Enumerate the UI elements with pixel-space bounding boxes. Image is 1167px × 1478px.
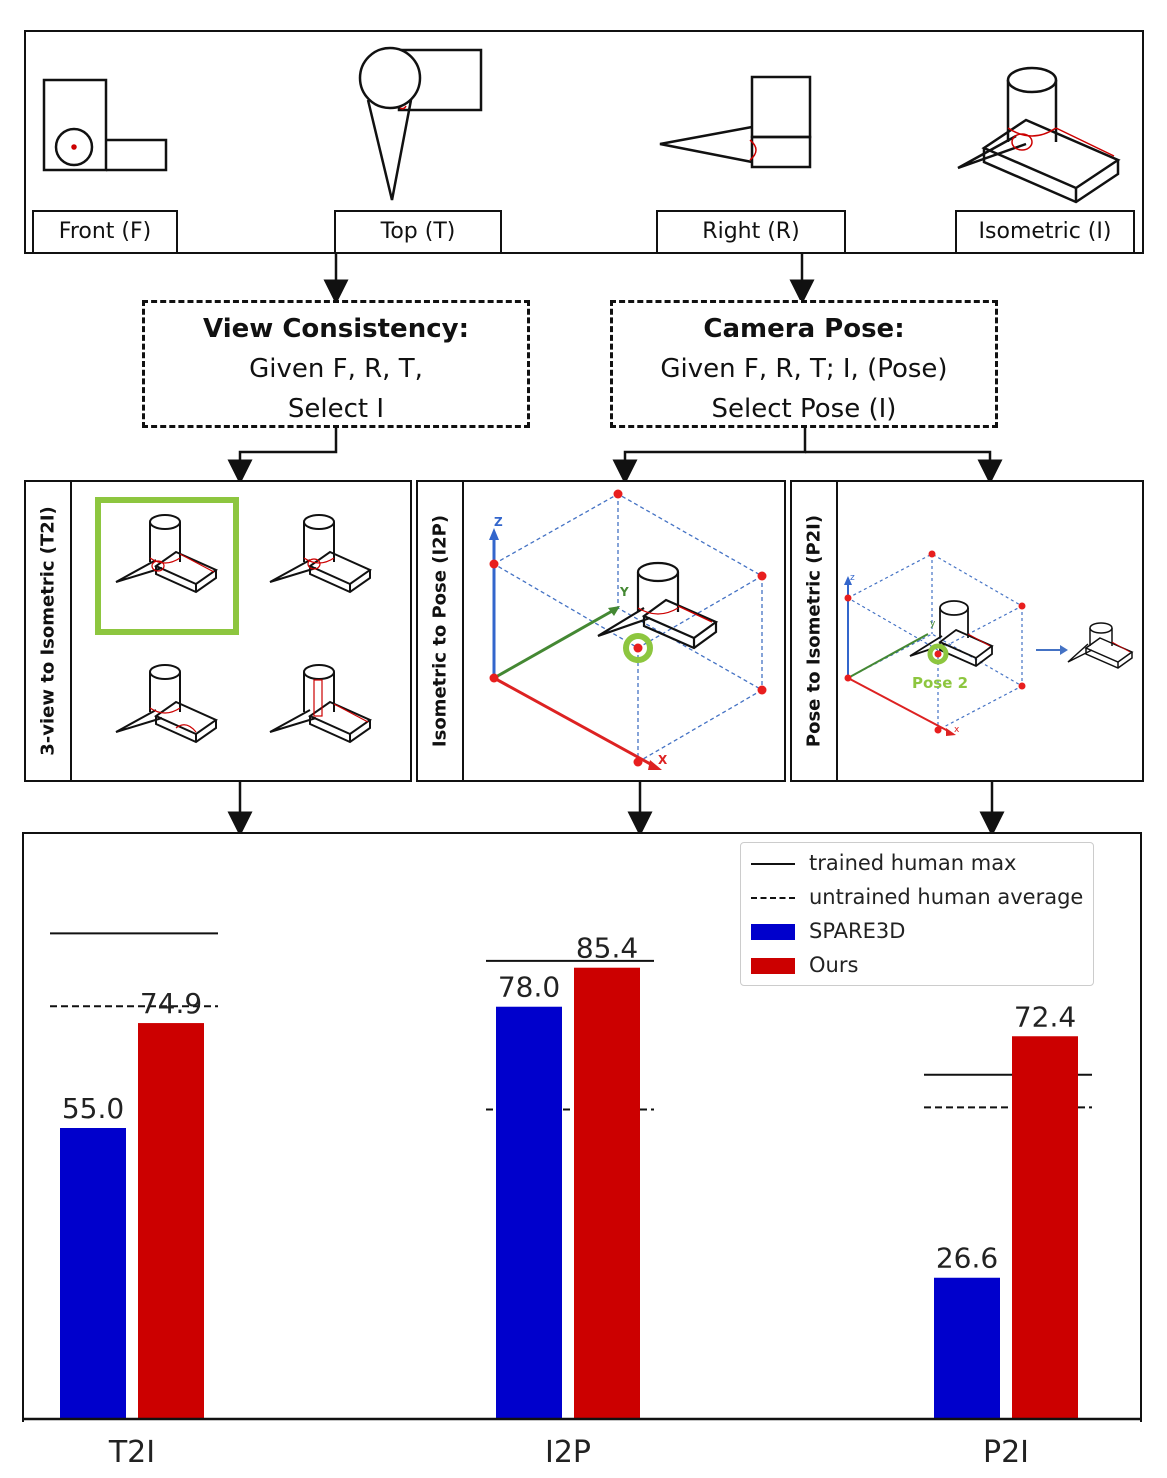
top-view-label: Top (T) [334, 210, 502, 252]
right-view-drawing [659, 75, 812, 169]
t2i-option-2 [269, 514, 373, 594]
camera-pose-line1: Given F, R, T; I, (Pose) [660, 354, 948, 384]
t2i-option-1 [115, 514, 219, 594]
arrow-to-p2i [805, 450, 1003, 485]
view-consistency-line1: Given F, R, T, [249, 354, 423, 384]
i2p-object [597, 561, 719, 650]
chart-legend: trained human max untrained human averag… [740, 842, 1094, 986]
i2p-panel: Isometric to Pose (I2P) Z Y X [416, 480, 786, 782]
i2p-z-label: Z [494, 515, 503, 529]
legend-label-untrained-avg: untrained human average [809, 885, 1084, 909]
legend-item-ours: Ours [751, 949, 858, 981]
p2i-x-label: x [954, 725, 960, 735]
p2i-cube-edges [847, 553, 1024, 731]
t2i-side-label: 3-view to Isometric (T2I) [26, 482, 72, 780]
legend-dashed-swatch [751, 897, 795, 899]
p2i-side-label: Pose to Isometric (P2I) [792, 482, 838, 780]
p2i-y-axis [847, 633, 929, 679]
legend-label-ours: Ours [809, 953, 859, 977]
t2i-candidates [95, 497, 373, 744]
legend-spare3d-swatch [751, 924, 795, 940]
t2i-option-4 [269, 664, 373, 744]
i2p-x-axis [493, 676, 655, 768]
legend-label-spare3d: SPARE3D [809, 919, 906, 943]
p2i-selected-pose-ring [927, 643, 949, 665]
p2i-z-label: z [850, 573, 855, 583]
i2p-selected-pose-ring [623, 633, 653, 663]
t2i-selected-highlight [95, 497, 239, 635]
x-tick-label-i2p: I2P [545, 1435, 591, 1470]
view-consistency-title: View Consistency: [203, 314, 469, 344]
view-consistency-box: View Consistency: Given F, R, T, Select … [142, 300, 530, 428]
view-consistency-line2: Select I [287, 394, 385, 424]
p2i-x-axis [847, 677, 951, 733]
x-tick-label-t2i: T2I [108, 1435, 155, 1470]
views-panel [24, 30, 1144, 254]
x-tick-label-p2i: P2I [983, 1435, 1029, 1470]
camera-pose-box: Camera Pose: Given F, R, T; I, (Pose) Se… [610, 300, 998, 428]
i2p-y-axis [493, 608, 615, 680]
i2p-x-label: X [658, 753, 668, 767]
t2i-option-3 [115, 664, 219, 744]
t2i-panel: 3-view to Isometric (T2I) [24, 480, 412, 782]
camera-pose-line2: Select Pose (I) [711, 394, 897, 424]
i2p-y-label: Y [619, 585, 629, 599]
legend-item-untrained-avg: untrained human average [751, 881, 1083, 913]
legend-solid-swatch [751, 863, 795, 865]
i2p-cube-edges [493, 493, 764, 763]
arrow-to-i2p [612, 428, 807, 485]
legend-label-trained-max: trained human max [809, 851, 1017, 875]
p2i-pose-points [844, 550, 1026, 734]
legend-ours-swatch [751, 958, 795, 974]
p2i-y-label: y [930, 619, 936, 629]
isometric-view-label: Isometric (I) [955, 210, 1135, 252]
i2p-side-label: Isometric to Pose (I2P) [418, 482, 464, 780]
p2i-pose-diagram: z y x Pose 2 [844, 550, 1134, 736]
p2i-object [909, 600, 994, 668]
i2p-pose-diagram: Z Y X [489, 489, 767, 770]
views-drawings [42, 46, 1121, 204]
p2i-pose-label: Pose 2 [912, 674, 968, 692]
top-view-drawing [358, 46, 483, 201]
i2p-pose-points [489, 489, 767, 767]
right-view-label: Right (R) [656, 210, 846, 252]
isometric-view-drawing [957, 66, 1121, 204]
arrow-to-t2i [227, 428, 338, 485]
camera-pose-title: Camera Pose: [703, 314, 905, 344]
front-view-drawing [42, 78, 168, 172]
legend-item-trained-max: trained human max [751, 847, 1017, 879]
front-view-label: Front (F) [32, 210, 178, 252]
legend-item-spare3d: SPARE3D [751, 915, 905, 947]
p2i-result-object [1067, 622, 1134, 669]
p2i-panel: Pose to Isometric (P2I) z y x [790, 480, 1144, 782]
